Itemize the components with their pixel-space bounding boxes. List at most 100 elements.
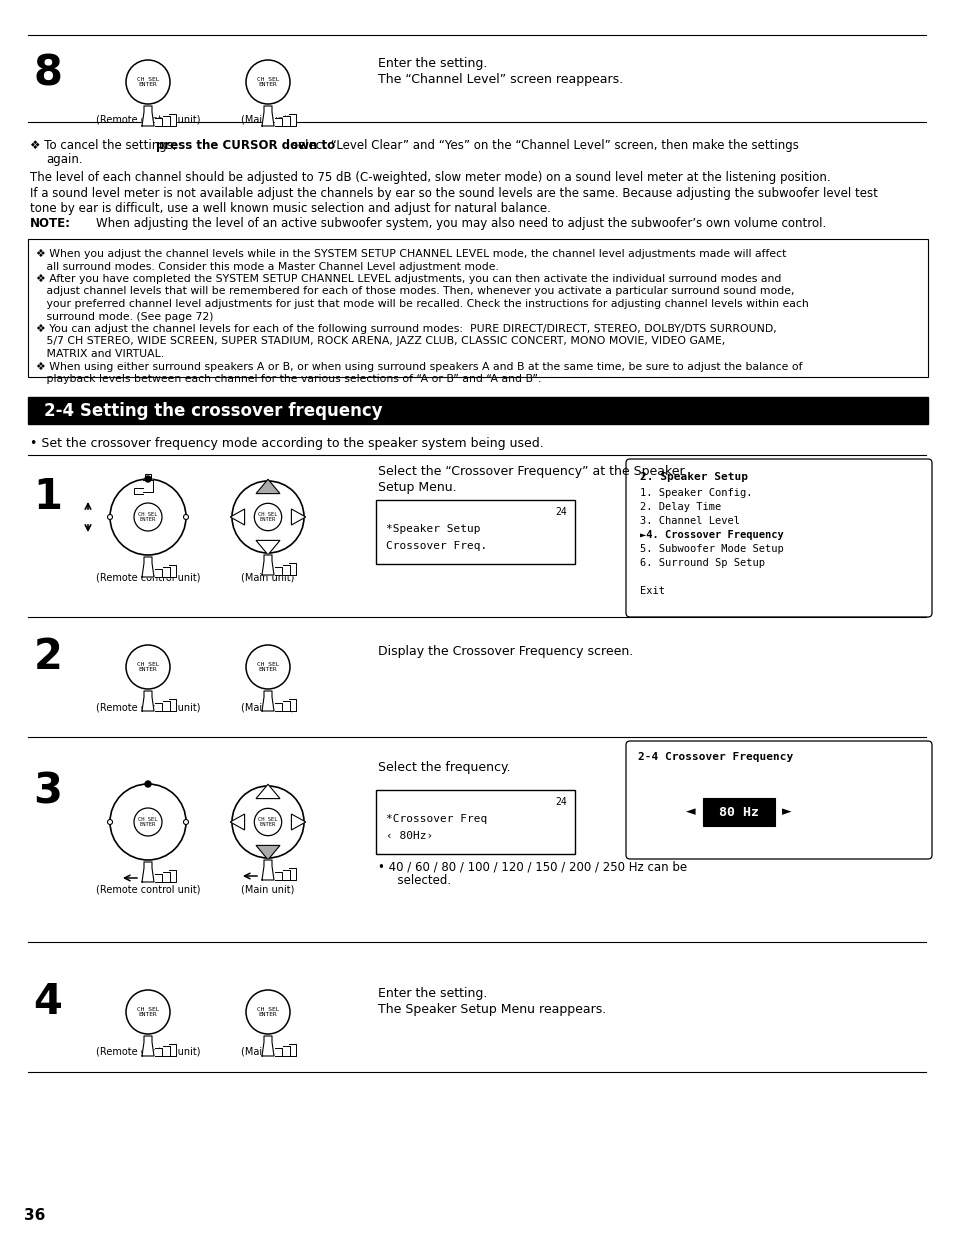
Text: 8: 8 bbox=[33, 53, 63, 95]
Polygon shape bbox=[289, 114, 295, 126]
Polygon shape bbox=[143, 474, 152, 492]
Polygon shape bbox=[283, 116, 290, 126]
Text: 6. Surround Sp Setup: 6. Surround Sp Setup bbox=[639, 558, 764, 568]
Polygon shape bbox=[283, 1047, 290, 1056]
Text: • Set the crossover frequency mode according to the speaker system being used.: • Set the crossover frequency mode accor… bbox=[30, 437, 543, 450]
FancyBboxPatch shape bbox=[625, 459, 931, 617]
Text: 2. Speaker Setup: 2. Speaker Setup bbox=[639, 473, 747, 482]
Circle shape bbox=[110, 479, 186, 555]
Polygon shape bbox=[255, 479, 280, 494]
Polygon shape bbox=[154, 703, 162, 711]
Text: ►4. Crossover Frequency: ►4. Crossover Frequency bbox=[639, 529, 783, 541]
Polygon shape bbox=[142, 557, 153, 576]
Text: (Remote control unit): (Remote control unit) bbox=[95, 703, 200, 713]
Text: press the CURSOR down to: press the CURSOR down to bbox=[156, 139, 335, 152]
Polygon shape bbox=[169, 565, 175, 576]
Polygon shape bbox=[142, 1037, 153, 1056]
Text: 1: 1 bbox=[33, 476, 63, 518]
Polygon shape bbox=[142, 106, 153, 126]
Text: Crossover Freq.: Crossover Freq. bbox=[386, 541, 487, 550]
Polygon shape bbox=[289, 1044, 295, 1056]
Circle shape bbox=[133, 808, 162, 836]
Circle shape bbox=[232, 785, 304, 858]
Text: (Remote control unit): (Remote control unit) bbox=[95, 1047, 200, 1056]
Text: 2: 2 bbox=[33, 636, 62, 678]
Polygon shape bbox=[274, 567, 282, 575]
Text: CH SEL
ENTER: CH SEL ENTER bbox=[258, 512, 277, 522]
Text: CH SEL
ENTER: CH SEL ENTER bbox=[256, 77, 279, 87]
Text: CH SEL
ENTER: CH SEL ENTER bbox=[136, 1007, 159, 1017]
Polygon shape bbox=[133, 489, 143, 494]
Text: (Main unit): (Main unit) bbox=[241, 703, 294, 713]
Polygon shape bbox=[291, 508, 306, 524]
FancyBboxPatch shape bbox=[375, 790, 575, 854]
Text: surround mode. (See page 72): surround mode. (See page 72) bbox=[36, 312, 213, 322]
Circle shape bbox=[254, 503, 281, 531]
Text: selected.: selected. bbox=[390, 875, 451, 887]
Polygon shape bbox=[169, 114, 175, 126]
Text: ‹ 80Hz›: ‹ 80Hz› bbox=[386, 831, 433, 841]
Text: CH SEL
ENTER: CH SEL ENTER bbox=[256, 662, 279, 672]
Polygon shape bbox=[289, 868, 295, 880]
Text: Select the “Crossover Frequency” at the Speaker: Select the “Crossover Frequency” at the … bbox=[377, 465, 684, 479]
Text: ❖ After you have completed the SYSTEM SETUP CHANNEL LEVEL adjustments, you can t: ❖ After you have completed the SYSTEM SE… bbox=[36, 275, 781, 285]
Polygon shape bbox=[169, 699, 175, 711]
Polygon shape bbox=[283, 870, 290, 880]
Polygon shape bbox=[154, 1048, 162, 1056]
Polygon shape bbox=[274, 872, 282, 880]
Text: ❖ When you adjust the channel levels while in the SYSTEM SETUP CHANNEL LEVEL mod: ❖ When you adjust the channel levels whi… bbox=[36, 249, 785, 259]
Polygon shape bbox=[154, 569, 162, 576]
Polygon shape bbox=[230, 508, 244, 524]
Circle shape bbox=[110, 784, 186, 860]
Text: 3: 3 bbox=[33, 771, 63, 813]
Polygon shape bbox=[142, 691, 153, 711]
Text: CH SEL
ENTER: CH SEL ENTER bbox=[138, 816, 157, 828]
Polygon shape bbox=[255, 845, 280, 860]
Text: 2-4 Crossover Frequency: 2-4 Crossover Frequency bbox=[638, 752, 792, 762]
Circle shape bbox=[246, 61, 290, 104]
Polygon shape bbox=[289, 699, 295, 711]
Text: adjust channel levels that will be remembered for each of those modes. Then, whe: adjust channel levels that will be remem… bbox=[36, 287, 794, 297]
Text: (Remote control unit): (Remote control unit) bbox=[95, 884, 200, 896]
Text: 36: 36 bbox=[24, 1207, 46, 1222]
Text: your preferred channel level adjustments for just that mode will be recalled. Ch: your preferred channel level adjustments… bbox=[36, 299, 808, 309]
Polygon shape bbox=[169, 870, 175, 882]
Text: The level of each channel should be adjusted to 75 dB (C-weighted, slow meter mo: The level of each channel should be adju… bbox=[30, 171, 830, 184]
Text: (Main unit): (Main unit) bbox=[241, 571, 294, 581]
Polygon shape bbox=[262, 860, 274, 880]
Circle shape bbox=[145, 781, 151, 787]
Text: tone by ear is difficult, use a well known music selection and adjust for natura: tone by ear is difficult, use a well kno… bbox=[30, 202, 550, 215]
Text: CH SEL
ENTER: CH SEL ENTER bbox=[256, 1007, 279, 1017]
Polygon shape bbox=[255, 541, 280, 555]
Text: The Speaker Setup Menu reappears.: The Speaker Setup Menu reappears. bbox=[377, 1002, 605, 1016]
Text: Enter the setting.: Enter the setting. bbox=[377, 987, 487, 1001]
Circle shape bbox=[126, 990, 170, 1034]
Polygon shape bbox=[283, 701, 290, 711]
Polygon shape bbox=[274, 118, 282, 126]
FancyBboxPatch shape bbox=[28, 239, 927, 377]
Circle shape bbox=[246, 644, 290, 689]
Text: 80 Hz: 80 Hz bbox=[719, 805, 759, 819]
Circle shape bbox=[254, 808, 281, 836]
Text: 5/7 CH STEREO, WIDE SCREEN, SUPER STADIUM, ROCK ARENA, JAZZ CLUB, CLASSIC CONCER: 5/7 CH STEREO, WIDE SCREEN, SUPER STADIU… bbox=[36, 336, 724, 346]
Polygon shape bbox=[163, 701, 170, 711]
Polygon shape bbox=[262, 106, 274, 126]
Polygon shape bbox=[169, 1044, 175, 1056]
FancyBboxPatch shape bbox=[702, 798, 774, 826]
Text: CH SEL
ENTER: CH SEL ENTER bbox=[138, 512, 157, 522]
Circle shape bbox=[108, 515, 112, 520]
Text: Enter the setting.: Enter the setting. bbox=[377, 57, 487, 71]
Text: playback levels between each channel for the various selections of “A or B” and : playback levels between each channel for… bbox=[36, 374, 540, 383]
Text: 24: 24 bbox=[555, 507, 566, 517]
Text: CH SEL
ENTER: CH SEL ENTER bbox=[136, 662, 159, 672]
Text: all surround modes. Consider this mode a Master Channel Level adjustment mode.: all surround modes. Consider this mode a… bbox=[36, 261, 498, 271]
Polygon shape bbox=[262, 555, 274, 575]
Circle shape bbox=[246, 990, 290, 1034]
Text: Setup Menu.: Setup Menu. bbox=[377, 480, 456, 494]
Polygon shape bbox=[255, 784, 280, 799]
Polygon shape bbox=[154, 118, 162, 126]
Text: ❖ You can adjust the channel levels for each of the following surround modes:  P: ❖ You can adjust the channel levels for … bbox=[36, 324, 776, 334]
Polygon shape bbox=[262, 691, 274, 711]
Polygon shape bbox=[289, 563, 295, 575]
Circle shape bbox=[126, 61, 170, 104]
